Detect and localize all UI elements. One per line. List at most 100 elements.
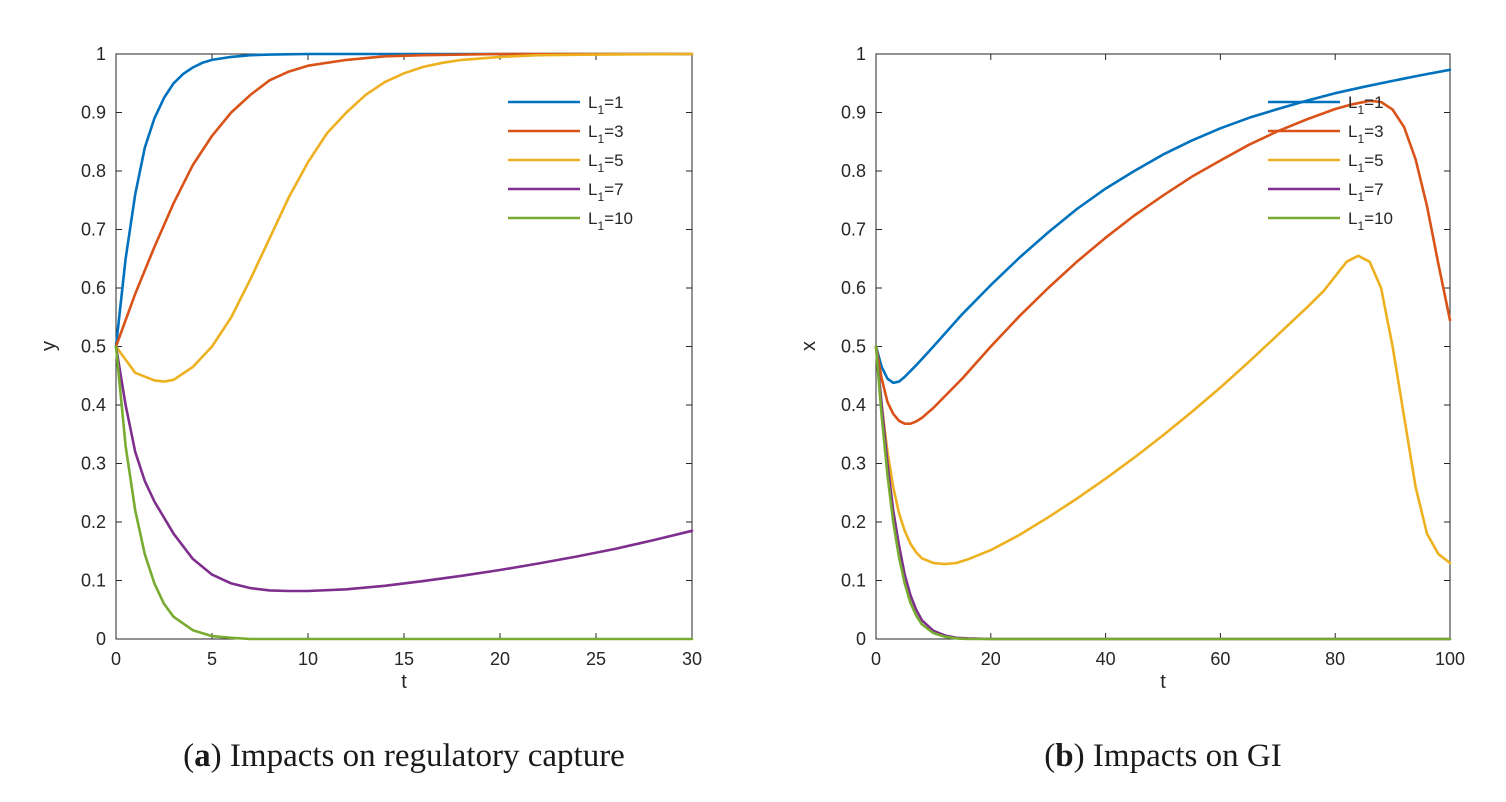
legend-label-sub: 1 <box>1357 219 1364 233</box>
series-line-a-3 <box>114 52 694 383</box>
xlabel-b: t <box>1160 671 1166 693</box>
series-line-a-4 <box>114 345 694 593</box>
legend-a: L1=1L1=3L1=5L1=7L1=10 <box>508 93 633 233</box>
legend-label: L1=5 <box>1348 151 1384 175</box>
xtick-label: 80 <box>1325 649 1345 669</box>
series-line-b-2 <box>874 99 1452 426</box>
legend-label-base: L <box>588 209 597 228</box>
xtick-label: 15 <box>394 649 414 669</box>
xtick-label: 0 <box>871 649 881 669</box>
legend-label-base: L <box>1348 93 1357 112</box>
legend-b: L1=1L1=3L1=5L1=7L1=10 <box>1268 93 1393 233</box>
xlabel-a: t <box>401 671 407 693</box>
xtick-label: 5 <box>207 649 217 669</box>
ticks-a: 0 5 10 15 20 25 30 0 0.1 0.2 0.3 0.4 0.5 0.6 0.7 0.8 0.9… <box>81 44 702 669</box>
legend-label: L1=3 <box>1348 122 1384 146</box>
ytick-label: 0.8 <box>81 161 106 181</box>
caption-letter-a: a <box>194 738 211 774</box>
ytick-label: 1 <box>856 44 866 64</box>
series-line-b-3 <box>874 254 1452 566</box>
ytick-label: 0 <box>856 629 866 649</box>
legend-label: L1=3 <box>588 122 624 146</box>
xtick-label: 10 <box>298 649 318 669</box>
xtick-label: 100 <box>1435 649 1465 669</box>
xtick-label: 25 <box>586 649 606 669</box>
xtick-label: 20 <box>490 649 510 669</box>
legend-label-rest: =10 <box>1364 209 1393 228</box>
series-b <box>874 68 1452 641</box>
legend-label-base: L <box>1348 209 1357 228</box>
series-line-a-2 <box>114 52 694 348</box>
series-line-b-1 <box>874 68 1452 385</box>
ytick-label: 0.6 <box>81 278 106 298</box>
panel-b: 0 20 40 60 80 100 0 0.1 0.2 0.3 0.4 0.5 0.6 0.7 0.8 0.9… <box>798 44 1465 774</box>
legend-label-rest: =3 <box>1364 122 1383 141</box>
xtick-label: 20 <box>981 649 1001 669</box>
ytick-label: 0.2 <box>841 512 866 532</box>
legend-label-rest: =1 <box>604 93 623 112</box>
ytick-label: 0.2 <box>81 512 106 532</box>
xtick-label: 30 <box>682 649 702 669</box>
ytick-label: 0.1 <box>81 571 106 591</box>
legend-label-base: L <box>588 151 597 170</box>
legend-label: L1=1 <box>588 93 624 117</box>
legend-label-base: L <box>588 180 597 199</box>
legend-label-base: L <box>588 122 597 141</box>
legend-label-base: L <box>588 93 597 112</box>
ytick-label: 1 <box>96 44 106 64</box>
series-line-a-1 <box>114 52 694 348</box>
ytick-label: 0.4 <box>81 395 106 415</box>
ytick-label: 0.8 <box>841 161 866 181</box>
xtick-label: 60 <box>1210 649 1230 669</box>
legend-label-rest: =3 <box>604 122 623 141</box>
legend-label-sub: 1 <box>597 103 604 117</box>
legend-label: L1=10 <box>1348 209 1393 233</box>
ytick-label: 0 <box>96 629 106 649</box>
ytick-label: 0.7 <box>841 220 866 240</box>
legend-label-sub: 1 <box>1357 103 1364 117</box>
legend-label-rest: =7 <box>604 180 623 199</box>
legend-label-sub: 1 <box>597 161 604 175</box>
ytick-label: 0.9 <box>81 103 106 123</box>
series-line-b-4 <box>874 345 1452 641</box>
ytick-label: 0.5 <box>81 337 106 357</box>
ytick-label: 0.6 <box>841 278 866 298</box>
ytick-label: 0.7 <box>81 220 106 240</box>
legend-label-base: L <box>1348 180 1357 199</box>
legend-label: L1=7 <box>588 180 624 204</box>
legend-label-sub: 1 <box>1357 161 1364 175</box>
ylabel-b: x <box>798 341 820 351</box>
ylabel-a: y <box>38 341 60 351</box>
legend-label-rest: =7 <box>1364 180 1383 199</box>
legend-label-rest: =10 <box>604 209 633 228</box>
legend-label: L1=7 <box>1348 180 1384 204</box>
legend-label: L1=5 <box>588 151 624 175</box>
legend-label-sub: 1 <box>597 132 604 146</box>
legend-label: L1=10 <box>588 209 633 233</box>
ytick-label: 0.4 <box>841 395 866 415</box>
series-line-a-5 <box>114 345 694 641</box>
xtick-label: 0 <box>111 649 121 669</box>
caption-letter-b: b <box>1055 738 1073 774</box>
ytick-label: 0.1 <box>841 571 866 591</box>
legend-label-rest: =5 <box>1364 151 1383 170</box>
caption-text-b: Impacts on GI <box>1093 738 1282 774</box>
legend-label-base: L <box>1348 151 1357 170</box>
legend-label-sub: 1 <box>597 219 604 233</box>
ytick-label: 0.9 <box>841 103 866 123</box>
ytick-label: 0.3 <box>841 454 866 474</box>
series-line-b-5 <box>874 345 1452 641</box>
caption-text-a: Impacts on regulatory capture <box>230 738 625 774</box>
legend-label-sub: 1 <box>597 190 604 204</box>
series-a <box>114 52 694 641</box>
xtick-label: 40 <box>1096 649 1116 669</box>
ticks-b: 0 20 40 60 80 100 0 0.1 0.2 0.3 0.4 0.5 0.6 0.7 0.8 0.9… <box>841 44 1465 669</box>
panel-a: 0 5 10 15 20 25 30 0 0.1 0.2 0.3 0.4 0.5 0.6 0.7 0.8 0.9… <box>38 44 702 774</box>
legend-label: L1=1 <box>1348 93 1384 117</box>
legend-label-rest: =1 <box>1364 93 1383 112</box>
legend-label-base: L <box>1348 122 1357 141</box>
legend-label-sub: 1 <box>1357 132 1364 146</box>
legend-label-sub: 1 <box>1357 190 1364 204</box>
ytick-label: 0.5 <box>841 337 866 357</box>
